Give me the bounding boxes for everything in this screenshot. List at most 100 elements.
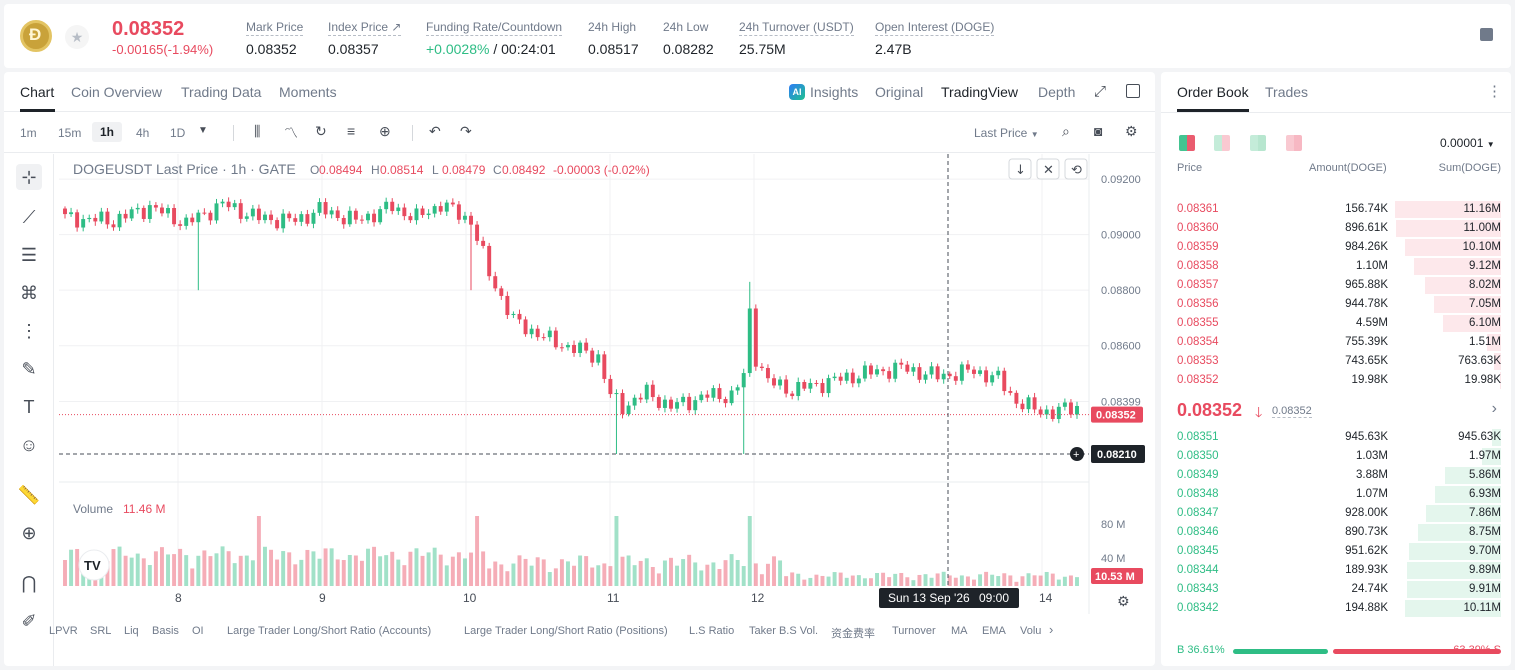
bid-row[interactable]: 0.08346 890.73K 8.75M [1161, 523, 1511, 542]
ruler-icon[interactable]: 📏 [17, 485, 41, 505]
indicator-ls-accounts[interactable]: Large Trader Long/Short Ratio (Accounts) [227, 625, 432, 637]
indicator-liq[interactable]: Liq [124, 625, 139, 637]
interval-1d[interactable]: 1D [170, 126, 186, 140]
indicator-taker-vol[interactable]: Taker B.S Vol. [749, 625, 819, 637]
templates-icon[interactable]: ≡ [347, 123, 356, 139]
tab-chart[interactable]: Chart [20, 84, 55, 100]
indicator-basis[interactable]: Basis [152, 625, 179, 637]
brush-icon[interactable]: ✎ [21, 359, 37, 379]
stat-label: Funding Rate/Countdown [426, 20, 563, 36]
interval-1m[interactable]: 1m [20, 126, 37, 140]
bid-row[interactable]: 0.08350 1.03M 1.97M [1161, 447, 1511, 466]
row-price: 0.08357 [1177, 279, 1219, 291]
bid-row[interactable]: 0.08348 1.07M 6.93M [1161, 485, 1511, 504]
indicators-scroll-right-icon[interactable]: › [1049, 622, 1054, 637]
bid-row[interactable]: 0.08349 3.88M 5.86M [1161, 466, 1511, 485]
tradingview-logo-icon [78, 549, 110, 581]
indicators-icon[interactable]: 〽 [284, 125, 298, 141]
compare-icon[interactable]: ↻ [315, 123, 327, 139]
trend-line-icon[interactable]: ⟋ [22, 207, 36, 227]
ask-row[interactable]: 0.08355 4.59M 6.10M [1161, 314, 1511, 333]
bid-row[interactable]: 0.08347 928.00K 7.86M [1161, 504, 1511, 523]
mark-price[interactable]: 0.08352 [1272, 405, 1312, 418]
interval-4h[interactable]: 4h [136, 126, 150, 140]
redo-icon[interactable]: ↷ [460, 123, 472, 139]
ask-row[interactable]: 0.08358 1.10M 9.12M [1161, 257, 1511, 276]
pencil-lock-icon[interactable]: ✐ [21, 611, 37, 631]
stat-open-interest[interactable]: Open Interest (DOGE) 2.47B [875, 18, 995, 57]
interval-dropdown-icon[interactable]: ▼ [198, 125, 208, 136]
indicator-ls-positions[interactable]: Large Trader Long/Short Ratio (Positions… [464, 625, 668, 637]
volume-bar [329, 548, 334, 586]
ask-row[interactable]: 0.08354 755.39K 1.51M [1161, 333, 1511, 352]
horizontal-lines-icon[interactable]: ☰ [20, 245, 38, 265]
indicator-volume[interactable]: Volu [1020, 625, 1042, 637]
magnet-icon[interactable]: ⋂ [21, 573, 37, 593]
undo-icon[interactable]: ↶ [429, 123, 441, 139]
guide-book-icon[interactable] [1480, 28, 1493, 41]
bid-row[interactable]: 0.08351 945.63K 945.63K [1161, 428, 1511, 447]
add-alert-icon[interactable]: ⊕ [379, 123, 391, 139]
favorite-star-icon[interactable]: ★ [65, 25, 89, 49]
view-mixed-icon[interactable] [1214, 135, 1230, 151]
view-bids-icon[interactable] [1250, 135, 1266, 151]
ask-row[interactable]: 0.08357 965.88K 8.02M [1161, 276, 1511, 295]
more-options-icon[interactable]: ⋮ [1487, 83, 1502, 100]
interval-1h[interactable]: 1h [92, 122, 123, 142]
crosshair-icon[interactable]: ⊹ [16, 164, 42, 190]
bid-row[interactable]: 0.08345 951.62K 9.70M [1161, 542, 1511, 561]
zoom-in-icon[interactable]: ⊕ [21, 523, 37, 543]
row-sum: 10.11M [1463, 602, 1501, 614]
price-type-select[interactable]: Last Price ▼ [974, 126, 1039, 140]
expand-icon[interactable]: ⤢ [1094, 83, 1107, 100]
ask-row[interactable]: 0.08352 19.98K 19.98K [1161, 371, 1511, 390]
ask-row[interactable]: 0.08353 743.65K 763.63K [1161, 352, 1511, 371]
screenshot-camera-icon[interactable]: ◙ [1094, 123, 1103, 139]
view-tradingview[interactable]: TradingView [941, 84, 1019, 100]
indicator-turnover[interactable]: Turnover [892, 625, 936, 637]
indicator-ls-ratio[interactable]: L.S Ratio [689, 625, 735, 637]
indicator-srl[interactable]: SRL [90, 625, 112, 637]
indicator-funding-rate[interactable]: 资金费率 [831, 628, 875, 640]
stat-funding-rate[interactable]: Funding Rate/Countdown +0.0028% / 00:24:… [426, 18, 563, 57]
tab-moments[interactable]: Moments [279, 84, 337, 100]
bid-row[interactable]: 0.08342 194.88K 10.11M [1161, 599, 1511, 618]
stat-index-price[interactable]: Index Price ↗ 0.08357 [328, 18, 402, 57]
ask-row[interactable]: 0.08360 896.61K 11.00M [1161, 219, 1511, 238]
text-tool-icon[interactable]: T [23, 397, 35, 417]
candle-type-icon[interactable]: ⫼ [254, 123, 261, 139]
stat-24h-turnover[interactable]: 24h Turnover (USDT) 25.75M [739, 18, 854, 57]
bid-row[interactable]: 0.08344 189.93K 9.89M [1161, 561, 1511, 580]
tab-trading-data[interactable]: Trading Data [181, 84, 262, 100]
view-depth[interactable]: Depth [1038, 84, 1076, 100]
pattern-tool-icon[interactable]: ⌘ [20, 283, 38, 303]
indicator-lpvr[interactable]: LPVR [49, 625, 78, 637]
indicator-ma[interactable]: MA [951, 625, 968, 637]
view-asks-icon[interactable] [1286, 135, 1302, 151]
view-original[interactable]: Original [875, 84, 924, 100]
candle-body [699, 394, 704, 401]
hide-legend-icon: ✕ [1043, 163, 1054, 178]
tab-coin-overview[interactable]: Coin Overview [71, 84, 163, 100]
fullscreen-icon[interactable] [1126, 84, 1140, 98]
view-both-icon[interactable] [1179, 135, 1195, 151]
chevron-right-icon[interactable]: › [1491, 400, 1497, 417]
settings-gear-icon[interactable]: ⚙ [1125, 123, 1138, 139]
tab-order-book[interactable]: Order Book [1177, 84, 1249, 100]
ask-row[interactable]: 0.08359 984.26K 10.10M [1161, 238, 1511, 257]
indicator-oi[interactable]: OI [192, 625, 204, 637]
view-insights[interactable]: Insights [810, 84, 859, 100]
indicator-ema[interactable]: EMA [982, 625, 1006, 637]
ask-row[interactable]: 0.08356 944.78K 7.05M [1161, 295, 1511, 314]
interval-15m[interactable]: 15m [58, 126, 82, 140]
fib-tool-icon[interactable]: ⋮ [20, 321, 38, 341]
ask-row[interactable]: 0.08361 156.74K 11.16M [1161, 200, 1511, 219]
search-icon[interactable]: ⌕ [1062, 123, 1070, 139]
candlestick-chart[interactable]: 0.09200 0.09000 0.08800 0.08600 0.08399 8 9 10 1… [59, 154, 1154, 614]
emoji-icon[interactable]: ☺ [19, 435, 39, 455]
bid-row[interactable]: 0.08343 24.74K 9.91M [1161, 580, 1511, 599]
tab-trades[interactable]: Trades [1265, 84, 1309, 100]
volume-bar [311, 551, 316, 586]
precision-select[interactable]: 0.00001 ▼ [1440, 136, 1495, 150]
stat-mark-price[interactable]: Mark Price 0.08352 [246, 18, 304, 57]
